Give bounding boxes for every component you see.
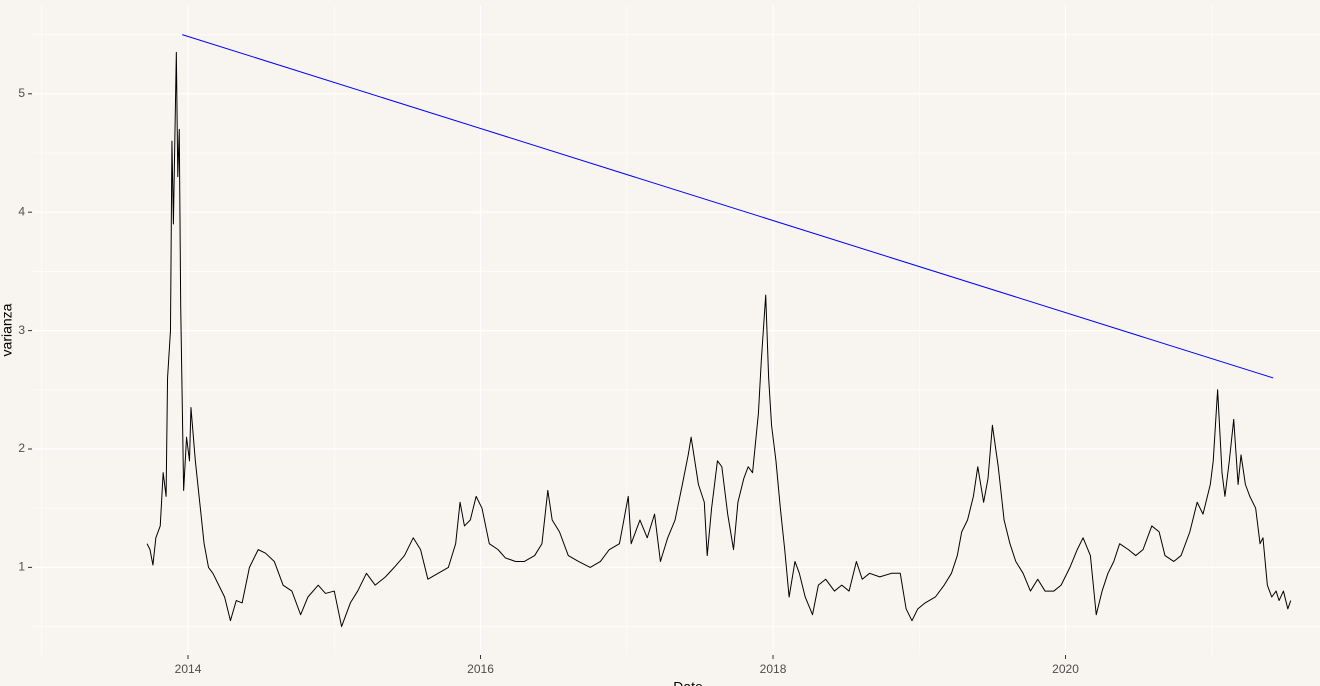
x-tick-label: 2016	[467, 662, 494, 676]
y-tick-label: 3	[18, 323, 25, 337]
y-tick-label: 5	[18, 86, 25, 100]
marks	[146, 34, 1292, 628]
y-tick-label: 4	[18, 204, 25, 218]
x-tick-label: 2014	[175, 662, 202, 676]
grid	[33, 5, 1320, 655]
data-line	[146, 51, 1292, 628]
y-tick-label: 2	[18, 441, 25, 455]
x-tick-label: 2018	[760, 662, 787, 676]
data-line	[182, 34, 1274, 379]
x-tick-label: 2020	[1052, 662, 1079, 676]
y-tick-label: 1	[18, 560, 25, 574]
y-axis-title: varianza	[0, 303, 15, 356]
x-axis-title: Date	[673, 679, 703, 686]
